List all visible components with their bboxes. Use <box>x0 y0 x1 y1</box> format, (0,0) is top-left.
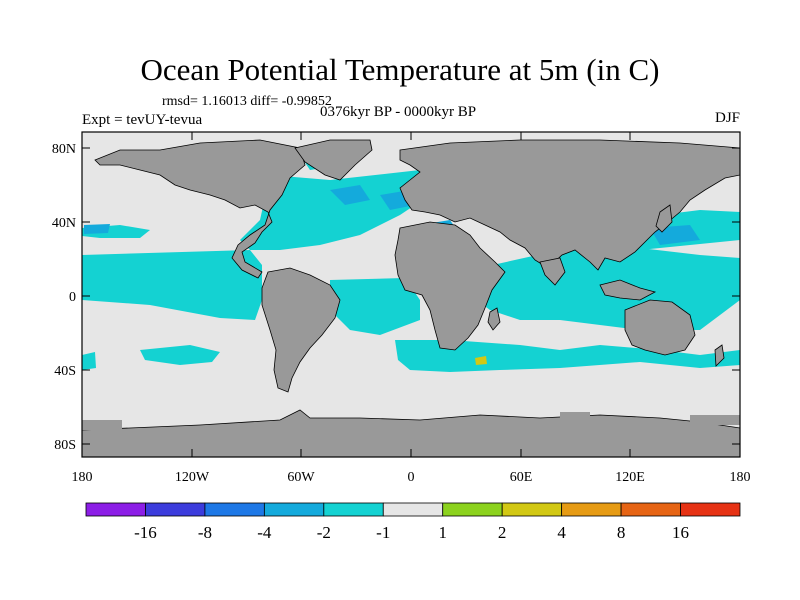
period-label: 0376kyr BP - 0000kyr BP <box>320 104 477 120</box>
colorbar-level-label: 2 <box>498 523 507 542</box>
colorbar-swatch <box>620 502 681 517</box>
antarctica <box>82 409 740 457</box>
sea-ice-cells <box>82 412 740 430</box>
axis-ticks <box>81 132 741 457</box>
india <box>539 257 566 286</box>
colorbar-level-label: -1 <box>376 523 390 542</box>
africa <box>394 221 506 351</box>
colorbar-swatch <box>382 502 444 517</box>
colorbar-level-label: -8 <box>198 523 212 542</box>
colorbar-level-label: -4 <box>257 523 272 542</box>
south-america <box>261 267 341 393</box>
lon-label-60e: 60E <box>510 470 533 485</box>
lon-label-120w: 120W <box>175 470 210 485</box>
colorbar-level-label: 4 <box>557 523 566 542</box>
experiment-label: Expt = tevUY-tevua <box>82 112 203 128</box>
colorbar-level-label: 8 <box>617 523 626 542</box>
longitude-labels: 180 120W 60W 0 60E 120E 180 <box>72 470 751 485</box>
lat-label-40s: 40S <box>54 364 76 379</box>
lon-label-180w: 180 <box>72 470 93 485</box>
eurasia <box>399 139 740 271</box>
colorbar-swatch <box>501 502 563 517</box>
colorbar-level-label: 1 <box>438 523 447 542</box>
warm-anomaly-patch <box>475 356 487 365</box>
lon-label-60w: 60W <box>287 470 315 485</box>
colorbar: -16 -8 -4 -2 -1 1 2 4 8 16 <box>85 502 741 542</box>
lon-label-180e: 180 <box>730 470 751 485</box>
season-label: DJF <box>714 110 740 126</box>
colorbar-swatch <box>204 502 265 517</box>
new-zealand <box>714 344 725 367</box>
colorbar-swatch <box>323 502 384 517</box>
japan <box>655 204 673 233</box>
map-plot-area <box>82 132 740 457</box>
lat-label-80s: 80S <box>54 438 76 453</box>
latitude-labels: 80N 40N 0 40S 80S <box>52 142 76 453</box>
maritime-continent <box>599 279 657 301</box>
colorbar-swatch <box>263 502 325 517</box>
colorbar-swatch <box>145 502 206 517</box>
colorbar-swatch <box>85 502 146 517</box>
colorbar-swatch <box>442 502 503 517</box>
madagascar <box>487 307 501 331</box>
colorbar-level-label: 16 <box>672 523 689 542</box>
rmsd-diff-stats: rmsd= 1.16013 diff= -0.99852 <box>162 94 332 109</box>
lat-label-40n: 40N <box>52 216 76 231</box>
colorbar-level-label: -2 <box>317 523 331 542</box>
lon-label-120e: 120E <box>615 470 645 485</box>
colorbar-level-label: -16 <box>134 523 157 542</box>
lat-label-0: 0 <box>69 290 76 305</box>
colorbar-swatch <box>561 502 622 517</box>
map-title: Ocean Potential Temperature at 5m (in C) <box>140 52 660 87</box>
north-america <box>94 139 306 279</box>
colorbar-swatch <box>680 502 741 517</box>
lat-label-80n: 80N <box>52 142 76 157</box>
lon-label-0: 0 <box>408 470 415 485</box>
greenland <box>294 139 373 181</box>
land-masses <box>82 139 740 457</box>
australia <box>624 299 696 356</box>
